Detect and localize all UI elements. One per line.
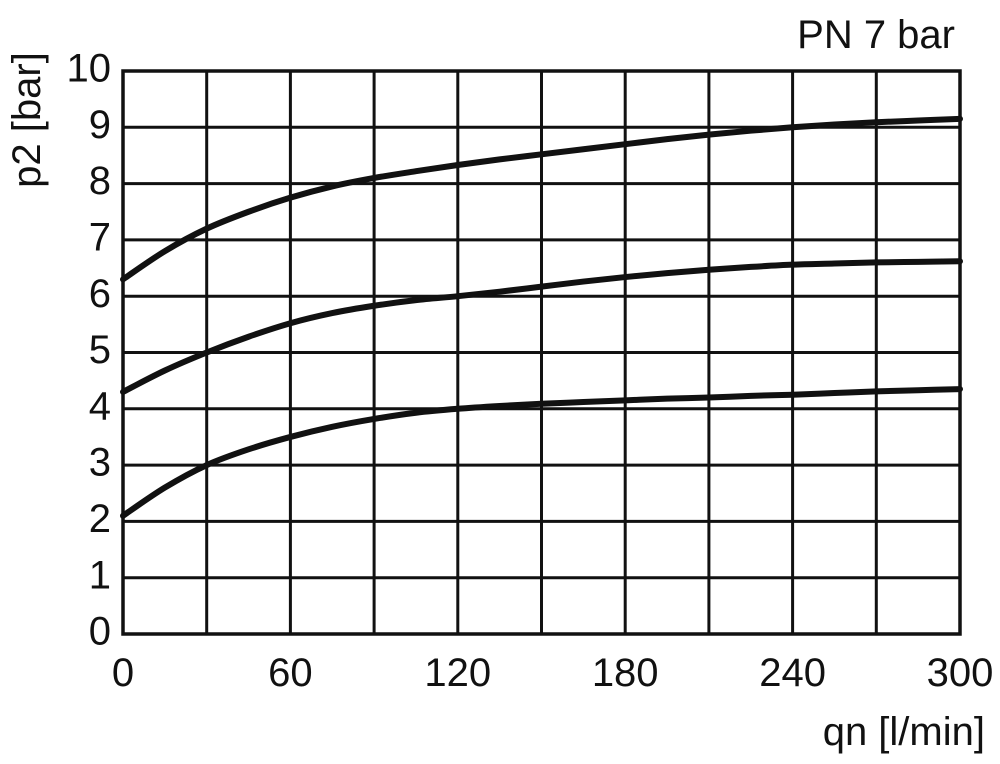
y-tick-label: 5: [89, 328, 111, 372]
tick-labels: 0 1 2 3 4 5 6 7 8 9 10 0 60 120 180 240 300: [67, 47, 994, 695]
x-tick-label: 0: [112, 651, 134, 695]
y-axis-label: p2 [bar]: [5, 52, 49, 188]
series-layer: [120, 115, 963, 519]
y-tick-label: 8: [89, 159, 111, 203]
y-tick-label: 6: [89, 272, 111, 316]
x-tick-label: 240: [759, 651, 826, 695]
pressure-rating-annotation: PN 7 bar: [797, 13, 955, 57]
y-tick-label: 0: [89, 610, 111, 654]
y-tick-label: 4: [89, 384, 111, 428]
grid: [121, 69, 962, 636]
x-axis-label: qn [l/min]: [823, 710, 985, 754]
x-tick-label: 300: [927, 651, 994, 695]
series-line-1: [120, 115, 963, 283]
series-line-3: [120, 386, 963, 519]
y-tick-label: 9: [89, 103, 111, 147]
x-tick-label: 180: [592, 651, 659, 695]
plot-border: [121, 69, 962, 636]
y-tick-label: 2: [89, 497, 111, 541]
x-tick-label: 120: [424, 651, 491, 695]
x-tick-label: 60: [268, 651, 313, 695]
y-tick-label: 1: [89, 553, 111, 597]
series-line-2: [120, 258, 963, 395]
y-tick-label: 10: [67, 47, 112, 91]
y-tick-label: 3: [89, 441, 111, 485]
y-tick-label: 7: [89, 215, 111, 259]
